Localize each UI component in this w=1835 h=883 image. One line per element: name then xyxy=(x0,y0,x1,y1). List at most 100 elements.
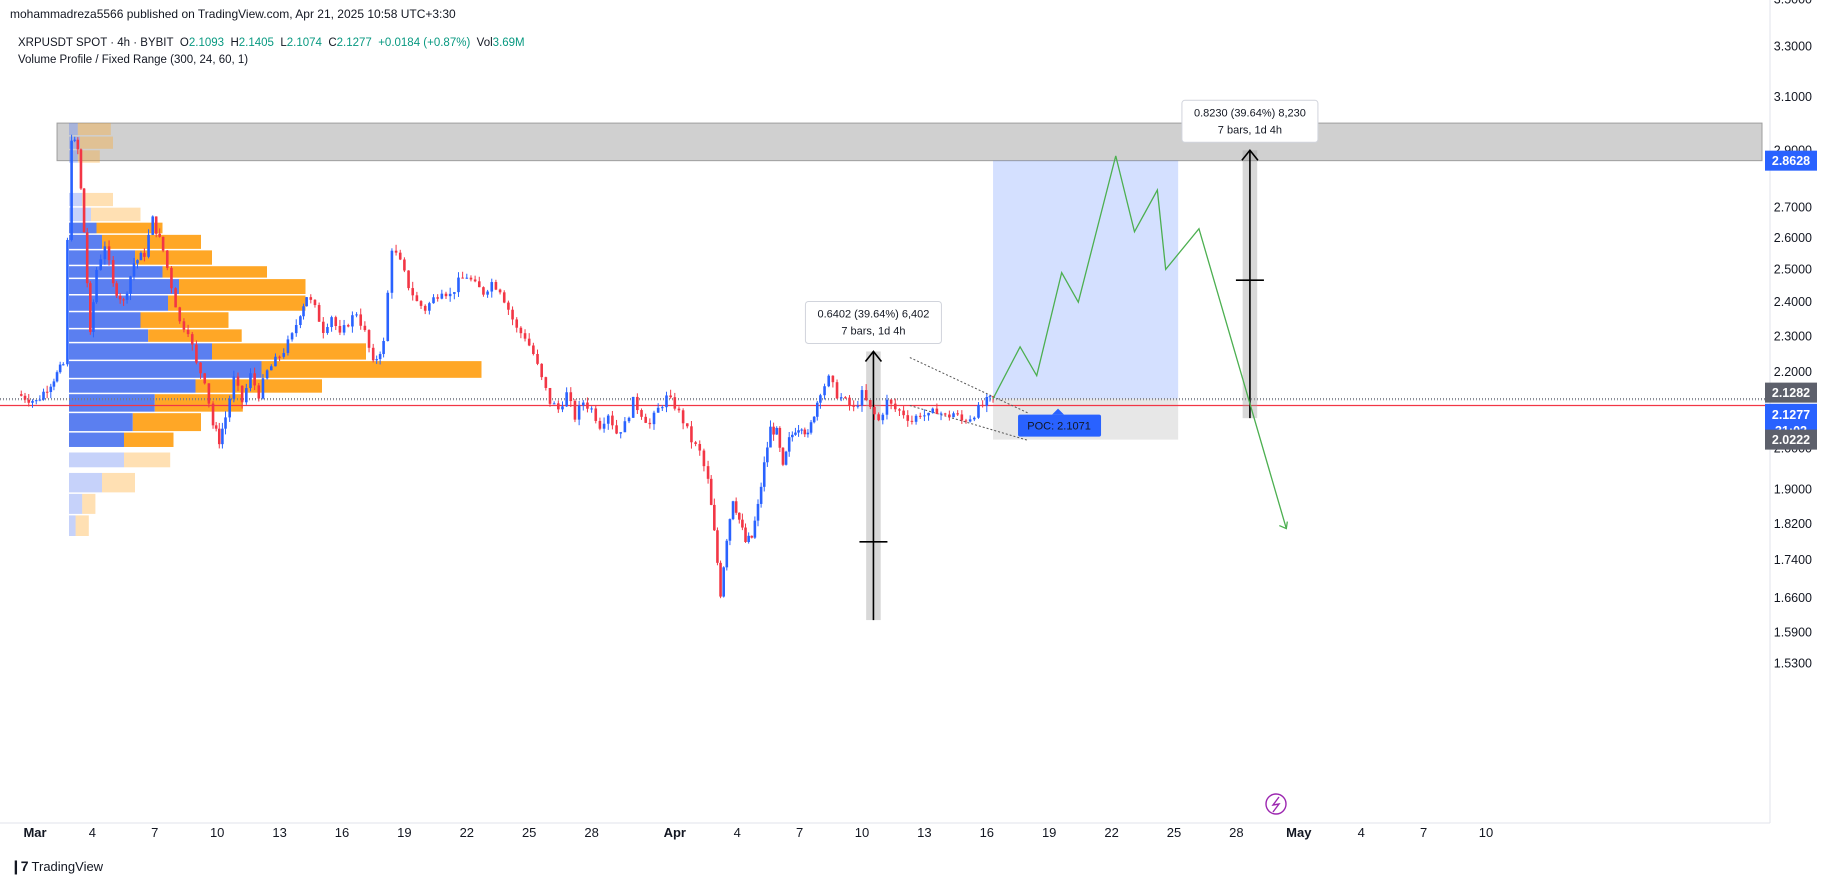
y-tick-label: 3.1000 xyxy=(1774,90,1812,104)
candle-body xyxy=(594,408,598,421)
candle-body xyxy=(178,307,182,322)
vp-row-up xyxy=(69,394,155,412)
vp-row-down xyxy=(82,493,96,514)
vp-row-up xyxy=(69,472,102,493)
candle-body xyxy=(791,434,794,438)
change-value: +0.0184 (+0.87%) xyxy=(378,37,471,49)
symbol-label[interactable]: XRPUSDT SPOT · 4h · BYBIT xyxy=(18,37,174,49)
price-tag-box-target xyxy=(1765,150,1817,171)
vp-row-down xyxy=(77,123,111,136)
vp-row-up xyxy=(69,150,78,163)
candle-body xyxy=(294,324,298,334)
candle-body xyxy=(299,316,302,325)
candle-body xyxy=(787,437,791,452)
candle-body xyxy=(448,293,452,297)
candle-body xyxy=(240,385,244,403)
candle-body xyxy=(70,140,73,240)
candle-body xyxy=(803,429,807,435)
indicator-row[interactable]: Volume Profile / Fixed Range (300, 24, 6… xyxy=(18,54,249,66)
candle-body xyxy=(249,373,252,389)
candle-body xyxy=(852,405,855,407)
candle-body xyxy=(73,139,77,141)
candle-body xyxy=(482,287,485,295)
candle-body xyxy=(143,252,146,257)
candle-body xyxy=(174,288,177,308)
candle-body xyxy=(253,373,256,386)
candle-body xyxy=(494,282,498,290)
candle-body xyxy=(557,403,560,410)
candle-body xyxy=(864,390,868,401)
candle-body xyxy=(586,402,589,409)
high-value: 2.1405 xyxy=(238,37,274,49)
candle-body xyxy=(737,512,741,520)
candle-body xyxy=(19,394,23,396)
vp-row-up xyxy=(69,222,97,234)
candle-body xyxy=(440,293,444,299)
candle-body xyxy=(753,520,757,538)
vp-row-down xyxy=(102,472,135,493)
vp-row-down xyxy=(96,222,163,234)
candle-body xyxy=(52,381,56,387)
x-tick-label: 25 xyxy=(1167,825,1181,840)
poc-label-text: POC: 2.1071 xyxy=(1027,421,1091,433)
vp-row-down xyxy=(75,515,89,537)
price-range-arrowhead-1 xyxy=(864,350,883,362)
x-tick-label: 19 xyxy=(1042,825,1056,840)
candle-body xyxy=(382,340,385,355)
vp-row-down xyxy=(162,266,267,278)
resistance-zone xyxy=(56,122,1763,162)
candle-body xyxy=(648,422,652,425)
candle-body xyxy=(278,356,281,358)
candle-body xyxy=(359,314,363,326)
candle-body xyxy=(694,442,697,444)
vp-row-up xyxy=(69,413,133,432)
candle-body xyxy=(436,297,439,299)
candle-body xyxy=(548,387,552,404)
candle-body xyxy=(151,216,155,235)
y-tick-label: 2.4000 xyxy=(1774,295,1812,309)
candle-body xyxy=(321,321,325,333)
candle-body xyxy=(772,426,775,435)
x-tick-label: 28 xyxy=(1229,825,1243,840)
x-tick-label: 4 xyxy=(734,825,741,840)
candle-body xyxy=(631,396,635,418)
candle-body xyxy=(125,293,129,300)
candle-body xyxy=(806,432,810,435)
price-tag-box-entry xyxy=(1765,382,1817,403)
vp-row-down xyxy=(168,295,306,311)
candle-body xyxy=(756,503,760,521)
vp-row-up xyxy=(69,279,179,295)
candle-body xyxy=(82,188,86,233)
candle-body xyxy=(652,412,656,425)
vp-row-down xyxy=(135,250,212,265)
candle-body xyxy=(477,281,481,288)
candle-body xyxy=(823,386,826,396)
candle-body xyxy=(290,333,294,340)
candle-body xyxy=(552,403,556,405)
volume-profile xyxy=(69,123,482,537)
vp-row-down xyxy=(82,192,113,207)
candle-body xyxy=(139,252,143,261)
candle-body xyxy=(45,391,49,393)
candle-body xyxy=(656,407,660,413)
vp-row-down xyxy=(140,312,229,328)
candle-body xyxy=(713,504,716,531)
candle-body xyxy=(461,277,464,279)
candle-body xyxy=(644,416,647,423)
candle-body xyxy=(698,443,702,451)
x-tick-label: 10 xyxy=(1479,825,1493,840)
candle-body xyxy=(827,375,831,387)
candle-body xyxy=(602,423,606,429)
candle-body xyxy=(199,362,202,374)
candle-body xyxy=(170,267,173,289)
y-tick-label: 1.9000 xyxy=(1774,483,1812,497)
candle-body xyxy=(161,236,165,251)
candle-body xyxy=(132,263,136,277)
candle-body xyxy=(881,414,885,421)
x-tick-label: 4 xyxy=(1358,825,1365,840)
candle-body xyxy=(873,406,876,415)
candle-body xyxy=(839,397,843,399)
candle-body xyxy=(565,392,568,407)
candle-body xyxy=(893,403,897,410)
